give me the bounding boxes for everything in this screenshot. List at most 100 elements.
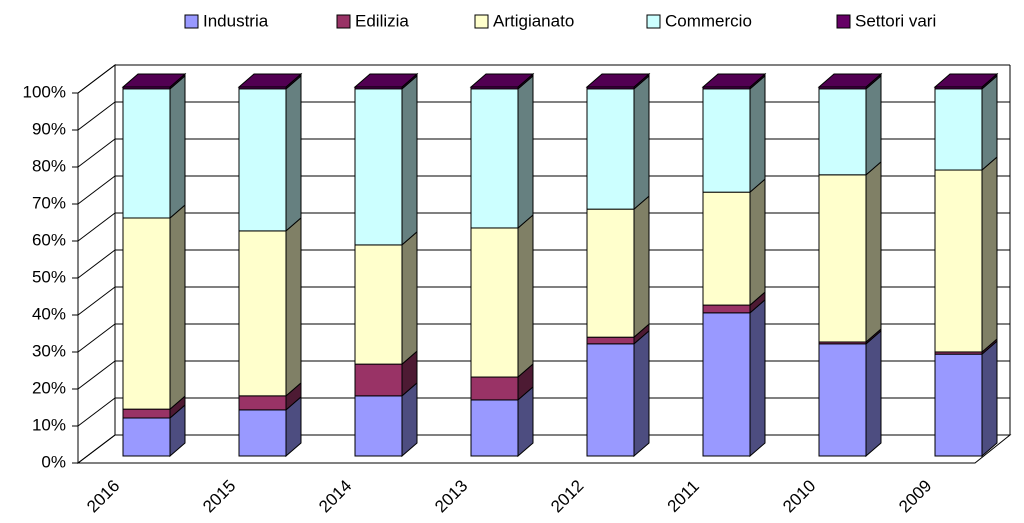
bar — [238, 395, 287, 411]
bar-top — [469, 73, 535, 88]
bar — [238, 409, 287, 457]
bar-side — [633, 195, 650, 339]
bar — [586, 208, 635, 338]
bar-side — [865, 160, 882, 344]
bar-side — [981, 74, 998, 172]
bar — [818, 343, 867, 457]
bar — [934, 169, 983, 353]
bar — [122, 417, 171, 457]
bar — [470, 399, 519, 457]
y-tick-label: 100% — [23, 82, 66, 101]
bar — [122, 217, 171, 410]
bar — [354, 363, 403, 397]
bar — [122, 88, 171, 219]
grid-line — [77, 175, 116, 205]
grid-line — [77, 64, 116, 94]
grid-line — [77, 360, 116, 390]
legend-swatch — [836, 14, 851, 29]
bar-side — [981, 155, 998, 354]
x-tick-label: 2011 — [664, 477, 703, 516]
y-tick-label: 0% — [41, 452, 66, 471]
bar — [586, 343, 635, 457]
y-tick-label: 20% — [32, 378, 66, 397]
bar-side — [169, 74, 186, 220]
bar-side — [865, 74, 882, 176]
legend-label: Industria — [203, 11, 269, 30]
bar-side — [285, 216, 302, 397]
bar — [586, 88, 635, 210]
bar-side — [749, 74, 766, 194]
bar — [470, 227, 519, 378]
bar-top — [353, 73, 419, 88]
bar — [354, 395, 403, 457]
bar-side — [633, 74, 650, 211]
bar — [238, 230, 287, 397]
y-tick-label: 50% — [32, 267, 66, 286]
bar — [818, 88, 867, 176]
bar — [122, 408, 171, 419]
bar — [238, 88, 287, 232]
x-tick-label: 2016 — [83, 476, 123, 516]
x-tick-label: 2009 — [895, 476, 935, 516]
bar — [354, 88, 403, 246]
bar — [702, 88, 751, 193]
y-tick-label: 80% — [32, 156, 66, 175]
legend-label: Settori vari — [855, 11, 936, 30]
bar — [354, 244, 403, 365]
bar-side — [285, 74, 302, 233]
bar-side — [517, 74, 534, 230]
x-tick-label: 2015 — [199, 476, 239, 516]
bar-side — [749, 178, 766, 307]
bar — [702, 304, 751, 314]
bar — [702, 312, 751, 457]
bar-top — [817, 73, 883, 88]
y-tick-label: 70% — [32, 193, 66, 212]
grid-line — [77, 323, 116, 353]
bar — [702, 191, 751, 306]
bar-side — [749, 298, 766, 458]
grid-line — [77, 249, 116, 279]
x-tick-label: 2014 — [315, 476, 355, 516]
bar-top — [933, 73, 999, 88]
legend-label: Commercio — [665, 11, 752, 30]
legend-swatch — [184, 14, 199, 29]
bar — [934, 88, 983, 171]
bar — [934, 353, 983, 457]
bar-side — [169, 203, 186, 411]
y-tick-label: 30% — [32, 341, 66, 360]
grid-line — [77, 212, 116, 242]
bar-top — [585, 73, 651, 88]
y-tick-label: 90% — [32, 119, 66, 138]
bar-top — [121, 73, 187, 88]
x-tick-label: 2012 — [547, 476, 587, 516]
grid-line — [77, 286, 116, 316]
y-tick-label: 40% — [32, 304, 66, 323]
legend-swatch — [646, 14, 661, 29]
bar-side — [517, 213, 534, 379]
bar-side — [633, 329, 650, 458]
x-tick-label: 2013 — [431, 476, 471, 516]
bar-side — [401, 230, 418, 366]
legend-label: Artigianato — [493, 11, 574, 30]
bar — [586, 336, 635, 345]
bar-top — [237, 73, 303, 88]
bar-side — [401, 74, 418, 247]
grid-line — [77, 397, 116, 427]
bar-top — [701, 73, 767, 88]
bar-side — [865, 329, 882, 458]
bar — [470, 88, 519, 229]
legend-label: Edilizia — [355, 11, 409, 30]
bar-side — [981, 340, 998, 458]
legend-swatch — [474, 14, 489, 29]
grid-line — [77, 101, 116, 131]
legend-swatch — [336, 14, 351, 29]
y-tick-label: 60% — [32, 230, 66, 249]
grid-line — [77, 138, 116, 168]
x-tick-label: 2010 — [779, 476, 819, 516]
y-tick-label: 10% — [32, 415, 66, 434]
bar — [470, 376, 519, 401]
grid-line — [77, 434, 116, 464]
bar — [818, 174, 867, 343]
